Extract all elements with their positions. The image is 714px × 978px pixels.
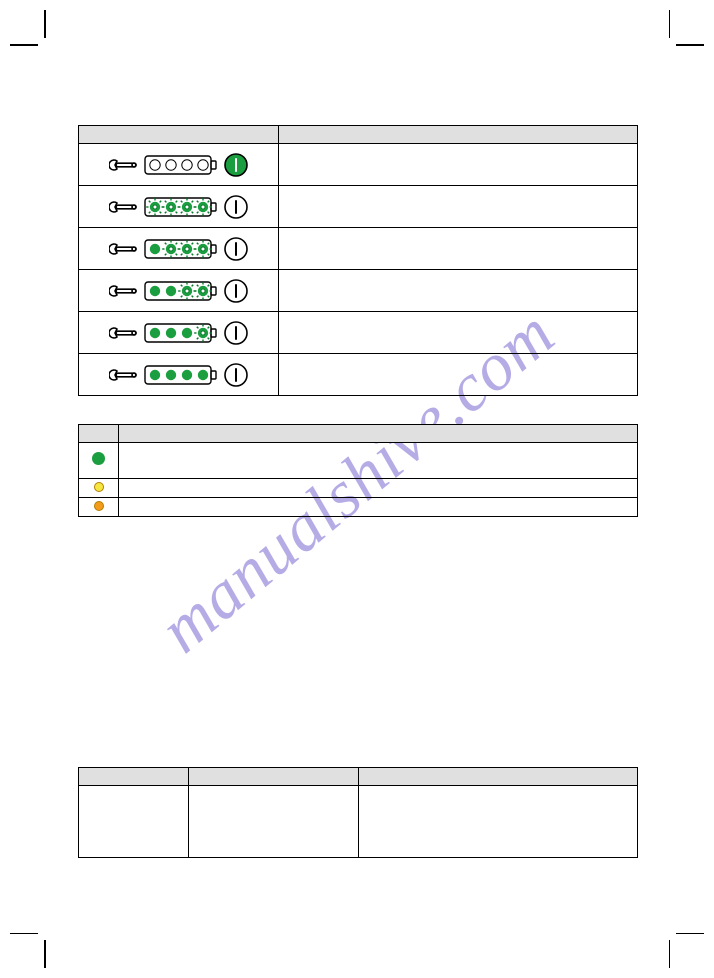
status-dot-icon bbox=[92, 452, 105, 465]
header-cell bbox=[79, 768, 189, 786]
table-row bbox=[79, 786, 638, 858]
legend-color-cell bbox=[79, 498, 119, 517]
desc-cell bbox=[279, 186, 638, 228]
info-table bbox=[78, 767, 638, 858]
table-row bbox=[79, 479, 638, 498]
crop-mark bbox=[676, 933, 704, 935]
icon-cell bbox=[79, 270, 279, 312]
icon-cell bbox=[79, 354, 279, 396]
battery-icon bbox=[143, 364, 219, 386]
power-icon bbox=[223, 320, 249, 346]
wrench-icon bbox=[109, 367, 139, 383]
desc-cell bbox=[279, 144, 638, 186]
battery-icon bbox=[143, 154, 219, 176]
power-icon bbox=[223, 362, 249, 388]
legend-color-cell bbox=[79, 443, 119, 479]
header-cell bbox=[279, 126, 638, 144]
led-legend-table bbox=[78, 424, 638, 517]
table-row bbox=[79, 144, 638, 186]
table-cell bbox=[189, 786, 359, 858]
table-cell bbox=[79, 786, 189, 858]
crop-mark bbox=[669, 10, 671, 38]
table-row bbox=[79, 354, 638, 396]
table-cell bbox=[359, 786, 638, 858]
header-cell bbox=[119, 425, 638, 443]
desc-cell bbox=[279, 354, 638, 396]
crop-mark bbox=[44, 940, 46, 968]
table-row bbox=[79, 312, 638, 354]
wrench-icon bbox=[109, 325, 139, 341]
table-row bbox=[79, 498, 638, 517]
header-cell bbox=[79, 425, 119, 443]
table-row bbox=[79, 228, 638, 270]
crop-mark bbox=[44, 10, 46, 38]
icon-cell bbox=[79, 228, 279, 270]
icon-cell bbox=[79, 144, 279, 186]
status-dot-icon bbox=[94, 501, 104, 511]
battery-icon bbox=[143, 322, 219, 344]
status-dot-icon bbox=[94, 482, 104, 492]
legend-label-cell bbox=[119, 498, 638, 517]
battery-icon bbox=[143, 280, 219, 302]
table-row bbox=[79, 443, 638, 479]
crop-mark bbox=[10, 933, 38, 935]
crop-mark bbox=[10, 44, 38, 46]
desc-cell bbox=[279, 270, 638, 312]
wrench-icon bbox=[109, 199, 139, 215]
power-icon bbox=[223, 152, 249, 178]
table-header-row bbox=[79, 126, 638, 144]
wrench-icon bbox=[109, 157, 139, 173]
desc-cell bbox=[279, 312, 638, 354]
power-icon bbox=[223, 194, 249, 220]
legend-label-cell bbox=[119, 443, 638, 479]
wrench-icon bbox=[109, 283, 139, 299]
battery-icon bbox=[143, 196, 219, 218]
legend-color-cell bbox=[79, 479, 119, 498]
wrench-icon bbox=[109, 241, 139, 257]
table-row bbox=[79, 186, 638, 228]
crop-mark bbox=[669, 940, 671, 968]
icon-cell bbox=[79, 186, 279, 228]
charge-status-table bbox=[78, 125, 638, 396]
power-icon bbox=[223, 278, 249, 304]
battery-icon bbox=[143, 238, 219, 260]
crop-mark bbox=[676, 44, 704, 46]
desc-cell bbox=[279, 228, 638, 270]
table-header-row bbox=[79, 425, 638, 443]
icon-cell bbox=[79, 312, 279, 354]
power-icon bbox=[223, 236, 249, 262]
page-content bbox=[78, 125, 638, 858]
table-row bbox=[79, 270, 638, 312]
table-header-row bbox=[79, 768, 638, 786]
legend-label-cell bbox=[119, 479, 638, 498]
header-cell bbox=[79, 126, 279, 144]
header-cell bbox=[359, 768, 638, 786]
header-cell bbox=[189, 768, 359, 786]
